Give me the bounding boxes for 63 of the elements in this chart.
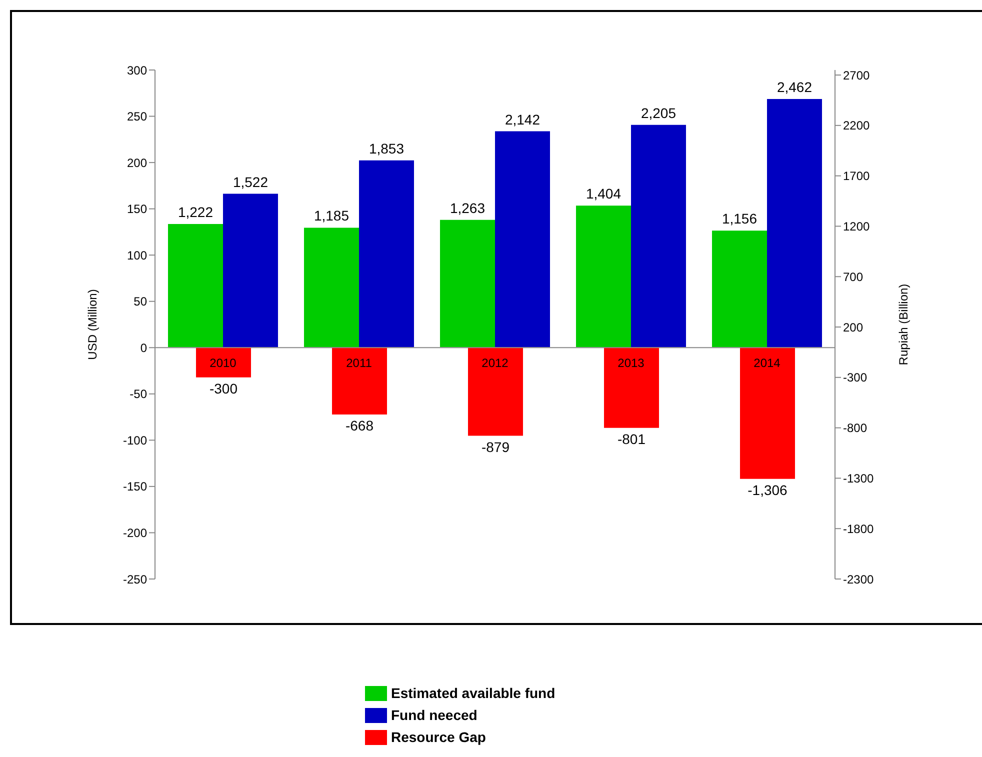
y2-tick-label: -300: [843, 370, 868, 385]
y2-tick-label: 200: [843, 320, 864, 334]
data-label: -668: [345, 418, 374, 434]
bar: [440, 220, 495, 348]
data-label: 1,263: [450, 200, 486, 216]
x-tick-label: 2011: [346, 356, 372, 370]
y-tick-label: 300: [126, 63, 148, 78]
y-tick-label: 0: [140, 340, 148, 355]
y2-axis-title: Rupiah (Billion): [896, 284, 910, 366]
data-label: 2,142: [504, 111, 540, 128]
x-tick-label: 2014: [754, 356, 781, 370]
bar: [304, 228, 359, 348]
y-tick-label: -150: [122, 480, 148, 494]
y2-tick-label: -800: [843, 421, 868, 436]
data-label: 1,522: [232, 174, 268, 190]
bar: [631, 124, 686, 348]
data-label: -879: [481, 438, 510, 455]
bar: [332, 347, 387, 415]
data-label: 1,222: [178, 204, 214, 220]
y-axis-title: USD (Million): [85, 289, 100, 360]
legend-label: Estimated available fund: [391, 685, 556, 701]
y-tick-label: -100: [122, 433, 148, 448]
y2-tick-label: -1300: [843, 471, 874, 486]
legend-label: Fund neeced: [391, 707, 478, 723]
bar: [712, 230, 767, 348]
data-label: 1,185: [314, 208, 350, 224]
bar: [359, 160, 414, 348]
data-label: -1,306: [748, 482, 788, 498]
data-label: -801: [617, 430, 646, 447]
data-label: 1,156: [722, 210, 758, 227]
y-tick-label: 150: [126, 202, 148, 216]
bar: [604, 347, 659, 428]
y2-tick-label: 2700: [843, 68, 870, 82]
x-tick-label: 2013: [618, 356, 645, 370]
y-tick-label: -200: [122, 526, 148, 540]
bar: [223, 194, 278, 348]
x-tick-label: 2010: [210, 356, 237, 370]
bar: [495, 131, 550, 348]
data-label: 2,205: [640, 104, 676, 121]
y2-tick-label: 1200: [843, 219, 870, 234]
y-tick-label: -50: [130, 387, 148, 402]
data-label: 1,853: [368, 140, 404, 156]
y-tick-label: 250: [126, 110, 148, 124]
y2-tick-label: 2200: [843, 118, 870, 133]
y2-tick-label: -1800: [843, 522, 874, 536]
bar: [468, 347, 523, 436]
y2-tick-label: -2300: [843, 572, 874, 586]
y2-tick-label: 1700: [843, 169, 870, 184]
x-tick-label: 2012: [482, 356, 509, 370]
bar: [767, 99, 822, 348]
bar: [740, 347, 795, 479]
bar: [196, 347, 251, 378]
y-tick-label: 200: [126, 156, 148, 170]
data-label: 1,404: [586, 186, 622, 202]
data-label: 2,462: [776, 79, 812, 96]
y2-tick-label: 700: [843, 270, 864, 284]
bar: [576, 206, 631, 348]
data-label: -300: [209, 380, 238, 396]
y-tick-label: 100: [126, 248, 148, 262]
bar: [168, 224, 223, 348]
y-tick-label: -250: [122, 572, 148, 586]
y-tick-label: 50: [134, 294, 148, 309]
legend-label: Resource Gap: [391, 729, 486, 745]
